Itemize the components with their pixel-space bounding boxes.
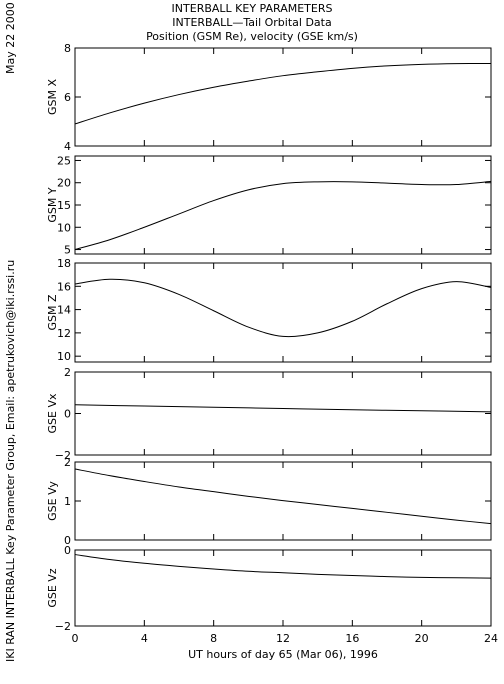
- y-tick-label: 6: [64, 91, 71, 104]
- y-axis-label: GSM X: [46, 79, 59, 115]
- panel-frame: [74, 262, 492, 363]
- x-tick-label: 16: [345, 632, 359, 645]
- y-axis-label: GSE Vx: [46, 393, 59, 433]
- y-tick-label: 1: [64, 495, 71, 508]
- y-tick-label: 0: [64, 408, 71, 421]
- series-line: [74, 554, 492, 579]
- x-tick-label: 8: [210, 632, 217, 645]
- y-tick-label: 5: [64, 244, 71, 257]
- x-tick-label: 20: [415, 632, 429, 645]
- y-tick-label: 2: [64, 456, 71, 469]
- panel-frame: [74, 155, 492, 255]
- x-tick-label: 4: [141, 632, 148, 645]
- y-tick-label: −2: [55, 620, 71, 633]
- series-line: [74, 278, 492, 338]
- x-tick-label: 12: [276, 632, 290, 645]
- panel-frame: [74, 371, 492, 456]
- y-tick-label: 10: [57, 221, 71, 234]
- series-line: [74, 404, 492, 413]
- x-tick-label: 0: [72, 632, 79, 645]
- series-line: [74, 180, 492, 251]
- y-tick-label: 12: [57, 327, 71, 340]
- y-tick-label: 0: [64, 534, 71, 547]
- y-tick-label: 25: [57, 154, 71, 167]
- y-tick-label: 0: [64, 544, 71, 557]
- y-axis-label: GSE Vy: [46, 481, 59, 521]
- panel-frame: [74, 549, 492, 627]
- header-line-1: INTERBALL KEY PARAMETERS: [171, 2, 333, 15]
- y-tick-label: 14: [57, 304, 71, 317]
- y-tick-label: 10: [57, 350, 71, 363]
- series-line: [74, 468, 492, 525]
- y-tick-label: 16: [57, 280, 71, 293]
- y-tick-label: 18: [57, 257, 71, 270]
- y-tick-label: 4: [64, 140, 71, 153]
- y-axis-label: GSM Z: [46, 294, 59, 330]
- y-tick-label: 20: [57, 177, 71, 190]
- header-line-2: INTERBALL—Tail Orbital Data: [172, 16, 332, 29]
- header-line-3: Position (GSM Re), velocity (GSE km/s): [146, 30, 358, 43]
- panel-frame: [74, 47, 492, 147]
- series-line: [74, 62, 492, 125]
- y-axis-label: GSE Vz: [46, 568, 59, 607]
- y-tick-label: 15: [57, 199, 71, 212]
- y-axis-label: GSM Y: [46, 187, 59, 222]
- y-tick-label: 8: [64, 42, 71, 55]
- y-tick-label: −2: [55, 449, 71, 462]
- x-axis-label: UT hours of day 65 (Mar 06), 1996: [188, 648, 378, 661]
- x-tick-label: 24: [484, 632, 498, 645]
- y-tick-label: 2: [64, 366, 71, 379]
